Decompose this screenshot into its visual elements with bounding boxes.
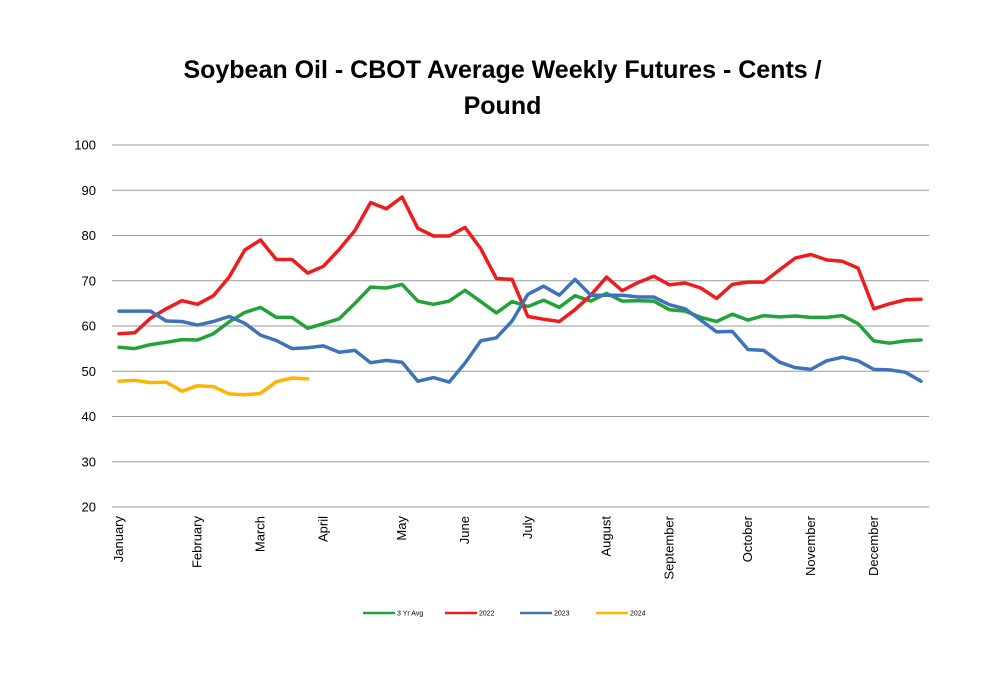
series-line-2024 — [117, 376, 310, 397]
y-tick-label: 40 — [82, 409, 96, 424]
x-month-label-october: October — [740, 515, 755, 562]
x-month-label-june: June — [457, 516, 472, 544]
legend: 3 Yr Avg 2022 2023 2024 — [363, 611, 646, 618]
series-lines — [117, 195, 923, 397]
y-axis-tick-labels: 20 30 40 50 60 70 80 90 100 — [74, 138, 96, 515]
legend-label: 2022 — [479, 611, 495, 618]
x-month-label-april: April — [315, 516, 330, 542]
legend-label: 2024 — [630, 611, 646, 618]
y-tick-label: 20 — [82, 500, 96, 515]
series-line-2023 — [117, 277, 923, 384]
x-axis-month-labels: January February March April May June July Augu… — [111, 515, 881, 579]
gridlines — [112, 144, 929, 508]
chart-title: Soybean Oil - CBOT Average Weekly Future… — [183, 56, 822, 120]
x-month-label-january: January — [111, 516, 126, 563]
x-month-label-february: February — [190, 516, 205, 569]
y-tick-label: 90 — [82, 183, 96, 198]
x-month-label-july: July — [520, 516, 535, 540]
series-line-2022 — [117, 195, 923, 336]
y-tick-label: 30 — [82, 454, 96, 469]
y-tick-label: 60 — [82, 319, 96, 334]
series-line-3-yr-avg — [117, 282, 923, 351]
x-month-label-august: August — [598, 516, 613, 557]
legend-label: 3 Yr Avg — [397, 611, 423, 618]
y-tick-label: 50 — [82, 364, 96, 379]
x-month-label-march: March — [253, 516, 268, 552]
y-tick-label: 100 — [74, 138, 96, 153]
legend-label: 2023 — [554, 611, 570, 618]
x-month-label-december: December — [866, 515, 881, 576]
x-month-label-september: September — [661, 515, 676, 579]
y-tick-label: 70 — [82, 273, 96, 288]
x-month-label-may: May — [394, 516, 409, 541]
x-month-label-november: November — [803, 515, 818, 576]
y-tick-label: 80 — [82, 228, 96, 243]
